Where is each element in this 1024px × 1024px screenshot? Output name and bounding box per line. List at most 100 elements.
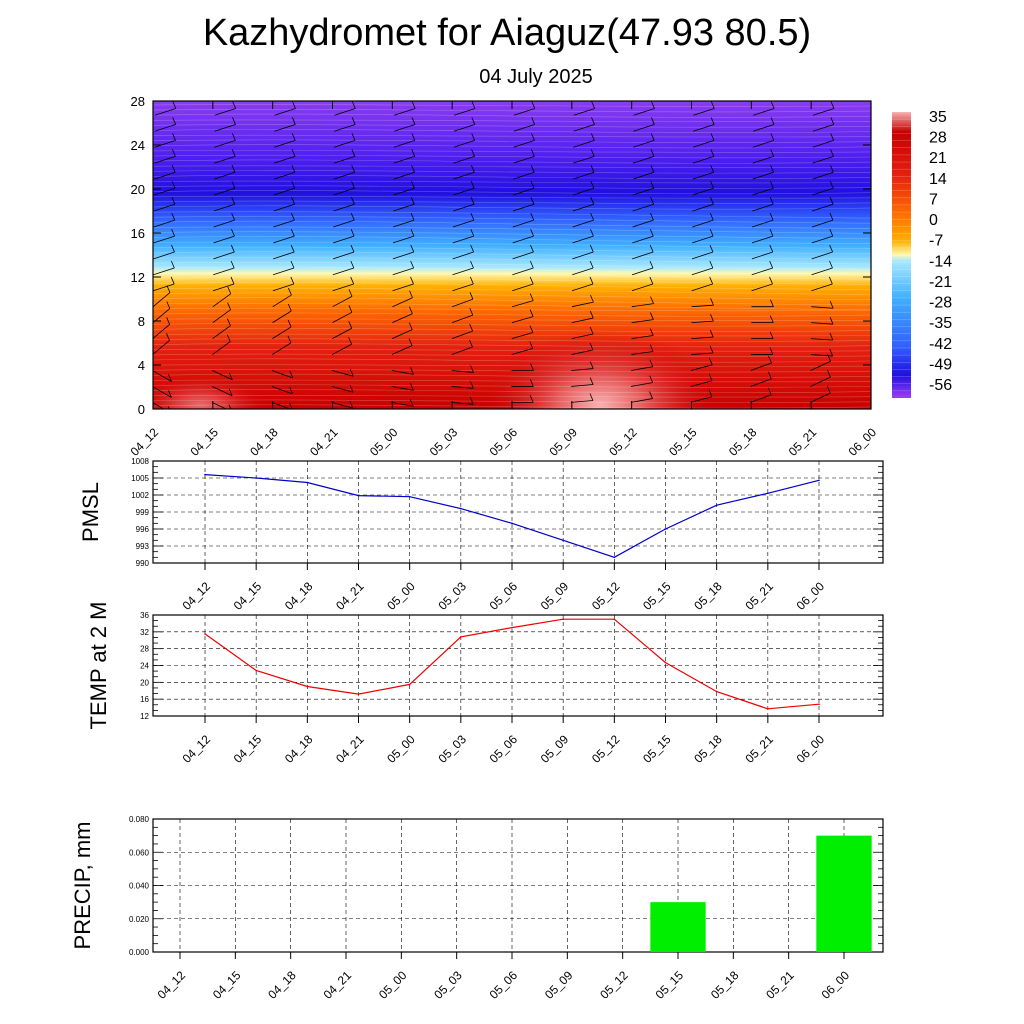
wind-barb-feather <box>650 149 655 157</box>
wind-barb <box>153 283 175 292</box>
wind-barb-feather <box>529 325 534 333</box>
wind-barb <box>571 283 594 292</box>
contour-line <box>153 119 871 123</box>
contour-line <box>153 353 871 358</box>
wind-barb-feather <box>770 181 774 189</box>
data-point <box>408 683 411 686</box>
contour-line <box>153 165 871 168</box>
wind-barb-feather <box>408 338 413 346</box>
wind-barb-feather <box>709 228 714 237</box>
wind-barb-feather <box>531 133 535 141</box>
y-tick-label: 0.000 <box>129 948 150 957</box>
wind-barb <box>811 251 833 260</box>
colorbar: 35 28 21 14 7 0 -7 -14 -21 -28 -35 -42 -49 -56 <box>892 109 952 398</box>
wind-barb <box>453 124 475 132</box>
wind-barb <box>453 187 475 196</box>
wind-barb-feather <box>649 328 654 336</box>
wind-barb <box>870 369 871 371</box>
x-tick-label: 05_03 <box>431 968 465 1002</box>
x-tick-label: 05_09 <box>546 425 580 459</box>
contour-line <box>153 190 871 195</box>
wind-barb-feather <box>171 197 176 205</box>
wind-barb <box>393 124 416 132</box>
wind-barb <box>572 187 595 196</box>
contour-line <box>153 144 871 149</box>
wind-barb-feather <box>590 212 594 221</box>
wind-barb-feather <box>829 332 834 341</box>
wind-barb <box>393 219 415 228</box>
wind-barb-feather <box>770 149 775 157</box>
wind-barb-feather <box>769 260 774 269</box>
data-point <box>255 669 257 672</box>
wind-barb <box>690 396 713 403</box>
wind-barb-feather <box>411 165 415 173</box>
contour-line <box>153 323 871 327</box>
x-tick-label: 05_06 <box>487 579 521 613</box>
wind-barb <box>153 251 175 260</box>
colorbar-tick-label: 0 <box>929 212 938 229</box>
wind-barb-feather <box>166 333 170 341</box>
wind-barb-feather <box>410 260 415 269</box>
contour-line <box>153 241 871 249</box>
wind-barb <box>273 155 296 164</box>
y-tick-label: 8 <box>138 314 145 329</box>
wind-barb-feather <box>171 228 175 237</box>
wind-barb-feather <box>471 149 475 157</box>
contour-line <box>153 180 871 184</box>
precip-bar <box>650 902 706 952</box>
wind-barb-feather <box>469 292 474 300</box>
wind-barb-feather <box>710 133 715 141</box>
wind-barb-feather <box>171 212 176 221</box>
wind-barb <box>632 235 654 244</box>
colorbar-tick-label: -35 <box>929 315 952 332</box>
wind-barb-feather <box>471 101 476 109</box>
wind-barb-feather <box>172 117 177 125</box>
wind-barb-feather <box>410 367 414 375</box>
wind-barb <box>812 171 834 180</box>
contour-line <box>153 358 871 363</box>
wind-barb <box>393 140 415 148</box>
wind-barb <box>214 155 236 164</box>
wind-barb-feather <box>649 244 654 253</box>
colorbar-tick-label: -21 <box>929 274 952 291</box>
x-tick-label: 04_15 <box>210 968 244 1002</box>
wind-barb <box>154 140 176 148</box>
x-tick-label: 05_00 <box>384 579 418 613</box>
wind-barb-feather <box>650 296 654 304</box>
wind-barb <box>153 370 172 382</box>
wind-barb <box>631 283 653 292</box>
wind-barb <box>393 203 415 212</box>
wind-barb <box>212 293 231 308</box>
x-tick-label: 04_12 <box>128 425 162 459</box>
y-tick-label: 999 <box>136 508 150 517</box>
wind-barb <box>212 283 235 292</box>
wind-barb-feather <box>590 149 595 157</box>
wind-barb-feather <box>172 101 177 109</box>
wind-barb-feather <box>166 301 171 309</box>
wind-barb <box>572 235 594 244</box>
wind-barb <box>573 171 595 180</box>
wind-barb-feather <box>708 357 713 365</box>
contour-line <box>153 113 871 118</box>
wind-barb-feather <box>291 117 296 125</box>
wind-barb-feather <box>470 260 474 269</box>
wind-barb <box>274 124 296 132</box>
wind-barb-feather <box>589 377 594 385</box>
wind-barb <box>632 251 654 260</box>
wind-barb-feather <box>349 369 354 377</box>
wind-barb-feather <box>531 101 536 109</box>
wind-barb <box>573 155 595 164</box>
wind-barb <box>452 283 474 292</box>
wind-barb <box>753 108 775 116</box>
wind-barb-feather <box>231 228 235 237</box>
wind-barb <box>451 370 474 373</box>
wind-barb <box>512 219 534 228</box>
wind-barb-feather <box>651 101 655 109</box>
x-tick-label: 05_18 <box>691 579 725 613</box>
wind-barb <box>752 171 774 180</box>
x-tick-label: 05_09 <box>538 732 572 766</box>
y-tick-label: 0.080 <box>129 815 150 824</box>
wind-barb-feather <box>650 181 655 189</box>
x-tick-label: 06_00 <box>794 579 828 613</box>
precip-panel: 0.000 0.020 0.040 0.060 0.080 04_12 04_15 04_18… <box>70 815 884 1002</box>
